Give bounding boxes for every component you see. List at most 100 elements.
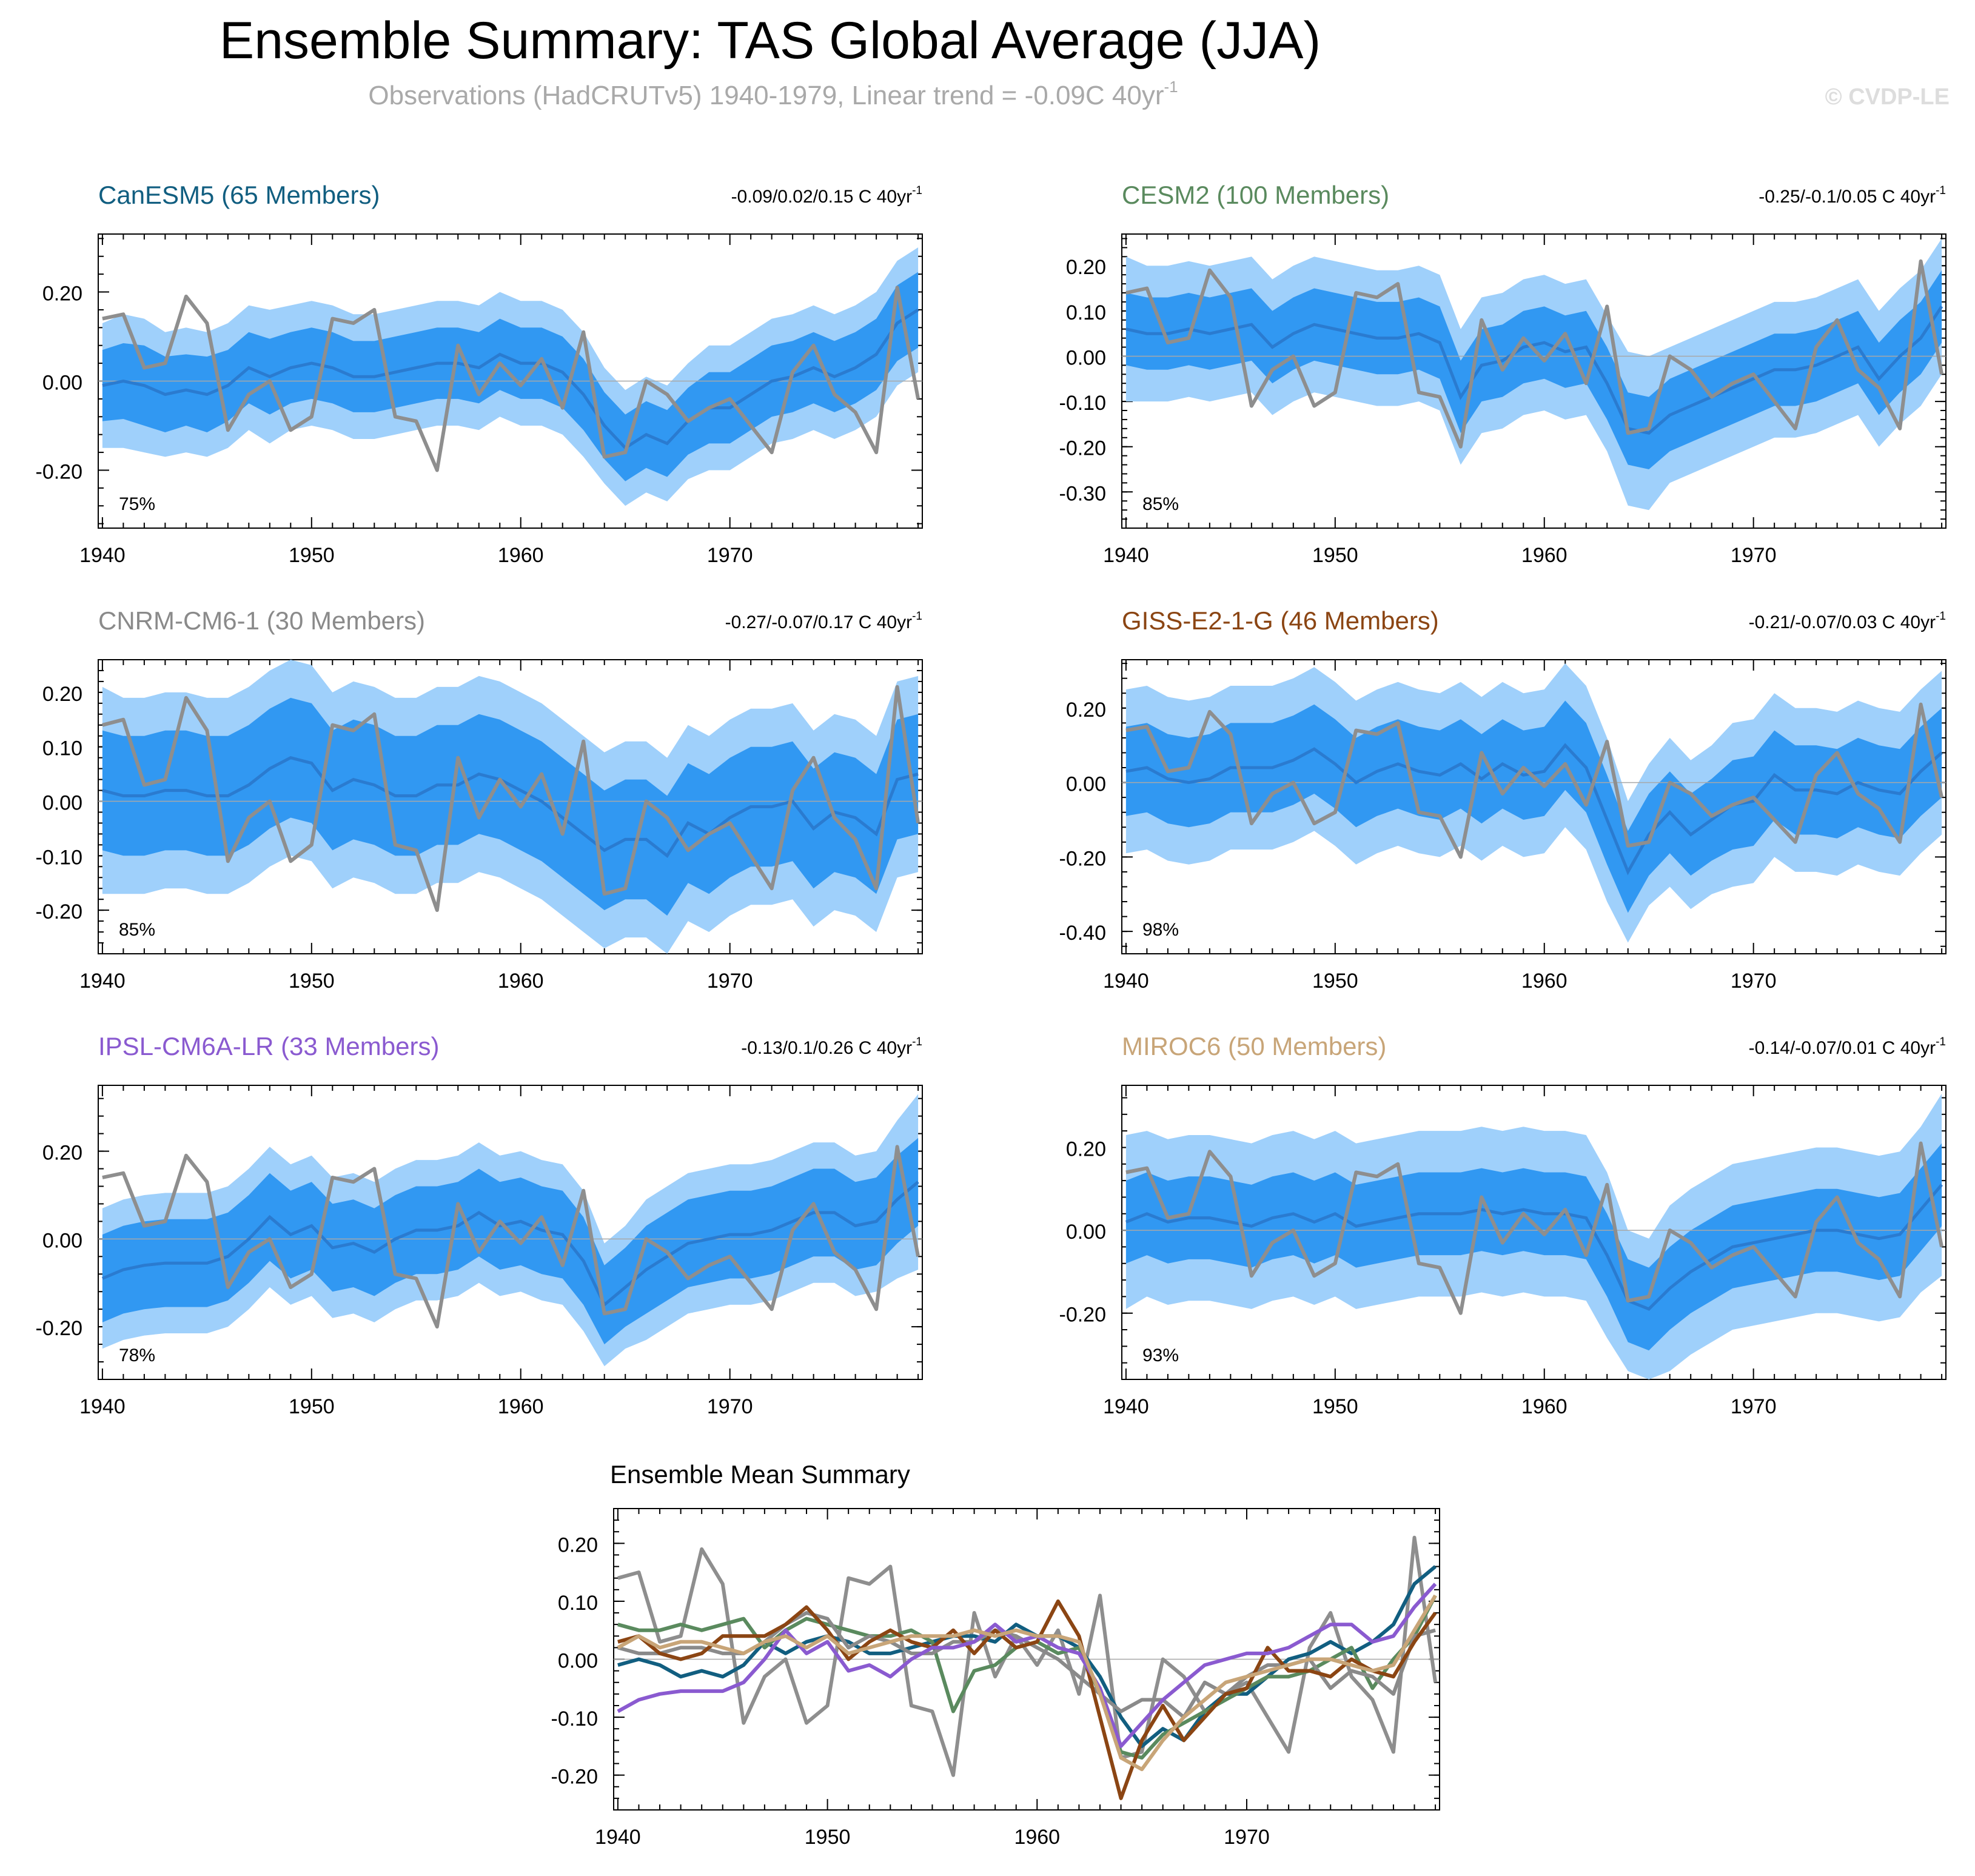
y-tick-label: -0.20: [1059, 1304, 1107, 1327]
panel-percent-label: 78%: [119, 1345, 155, 1365]
ensemble-iqr-band: [1125, 700, 1942, 913]
figure-subtitle: Observations (HadCRUTv5) 1940-1979, Line…: [368, 78, 1178, 110]
ensemble-iqr-band: [1125, 270, 1942, 469]
summary-title: Ensemble Mean Summary: [610, 1460, 910, 1489]
panel-trend-label: -0.13/0.1/0.26 C 40yr-1: [741, 1036, 922, 1058]
y-tick-label: -0.20: [1059, 847, 1107, 870]
plot-frame: [1121, 233, 1946, 529]
x-tick-label: 1940: [79, 970, 126, 993]
x-tick-label: 1970: [707, 1395, 753, 1418]
y-tick-label: -0.10: [1059, 392, 1107, 415]
ensemble-mean-line: [101, 1181, 919, 1307]
x-tick-label: 1960: [498, 970, 544, 993]
y-tick-label: 0.10: [1066, 301, 1106, 324]
observations-line: [102, 286, 920, 472]
summary-panel: 1940 1950 1960 1970 -0.20 -0.10 0.00 0.10 0.20 En…: [551, 1460, 1440, 1849]
panel-percent-label: 75%: [119, 494, 155, 514]
ensemble-iqr-band: [102, 1137, 919, 1345]
y-tick-label: 0.20: [558, 1533, 598, 1556]
y-tick-label: -0.20: [551, 1766, 599, 1789]
summary-line-giss-e2-1-g: [617, 1599, 1437, 1800]
panel-trend-sup: -1: [912, 184, 922, 197]
panel-data: [1122, 663, 1946, 943]
summary-observations-line: [617, 1535, 1438, 1777]
x-tick-label: 1940: [1103, 1395, 1149, 1418]
y-tick-label: 0.00: [1066, 773, 1106, 796]
y-tick-label: 0.20: [42, 283, 82, 306]
panel-canesm5: 1940 1950 1960 1970 -0.20 0.00 0.20 CanESM5 (65…: [36, 181, 923, 567]
panel-trend-label: -0.09/0.02/0.15 C 40yr-1: [731, 184, 922, 207]
observations-line: [1125, 1141, 1944, 1315]
ensemble-iqr-band: [102, 697, 919, 916]
panel-trend-text: -0.14/-0.07/0.01 C 40yr: [1749, 1038, 1936, 1058]
summary-line-ipsl-cm6a-lr: [617, 1583, 1437, 1748]
panel-trend-sup: -1: [912, 610, 922, 623]
x-tick-label: 1960: [1014, 1826, 1060, 1849]
panel-giss-e2-1-g: 1940 1950 1960 1970 -0.40 -0.20 0.00 0.20 GISS-E…: [1059, 606, 1946, 993]
panel-trend-sup: -1: [1936, 184, 1946, 197]
panel-title: CNRM-CM6-1 (30 Members): [98, 606, 425, 635]
x-tick-label: 1950: [805, 1826, 851, 1849]
y-tick-label: 0.00: [42, 372, 82, 395]
x-tick-label: 1960: [1521, 970, 1568, 993]
summary-line-cesm2: [617, 1595, 1437, 1760]
observations-line: [1125, 259, 1944, 449]
y-tick-label: -0.30: [1059, 482, 1107, 505]
panel-cesm2: 1940 1950 1960 1970 -0.30 -0.20 -0.10 0.00 0.10 0…: [1059, 181, 1946, 567]
plot-frame: [1121, 1085, 1946, 1380]
x-tick-label: 1970: [707, 544, 753, 567]
x-tick-label: 1950: [1312, 1395, 1358, 1418]
panel-cnrm-cm6-1: 1940 1950 1960 1970 -0.20 -0.10 0.00 0.10 0.20 CN…: [36, 606, 923, 993]
ensemble-mean-line: [102, 756, 919, 858]
y-tick-label: 0.00: [42, 792, 82, 815]
figure-subtitle-text: Observations (HadCRUTv5) 1940-1979, Line…: [368, 81, 1164, 110]
x-tick-label: 1970: [1224, 1826, 1270, 1849]
panels-group: 1940 1950 1960 1970 -0.20 0.00 0.20 CanESM5 (65…: [36, 181, 1946, 1418]
panel-title: CESM2 (100 Members): [1122, 181, 1389, 209]
y-tick-label: -0.10: [551, 1707, 599, 1730]
summary-line-canesm5: [617, 1565, 1437, 1748]
panel-miroc6: 1940 1950 1960 1970 -0.20 0.00 0.20 MIROC6 (50 …: [1059, 1032, 1946, 1418]
x-tick-label: 1950: [1312, 544, 1358, 567]
y-tick-label: -0.20: [36, 460, 83, 483]
x-tick-label: 1970: [1731, 1395, 1777, 1418]
panel-trend-label: -0.27/-0.07/0.17 C 40yr-1: [725, 610, 922, 632]
panel-title: CanESM5 (65 Members): [98, 181, 380, 209]
panel-trend-text: -0.25/-0.1/0.05 C 40yr: [1759, 187, 1936, 207]
y-tick-label: -0.40: [1059, 922, 1107, 945]
panel-trend-text: -0.09/0.02/0.15 C 40yr: [731, 187, 913, 207]
x-tick-label: 1960: [498, 544, 544, 567]
panel-percent-label: 93%: [1142, 1345, 1179, 1365]
x-tick-label: 1940: [1103, 970, 1149, 993]
x-tick-label: 1960: [1521, 544, 1568, 567]
y-tick-label: 0.10: [558, 1592, 598, 1615]
summary-line-miroc6: [617, 1594, 1437, 1772]
x-tick-label: 1950: [289, 970, 335, 993]
observations-line: [102, 685, 920, 913]
observations-line: [102, 1145, 920, 1329]
x-tick-label: 1960: [1521, 1395, 1568, 1418]
panel-trend-sup: -1: [912, 1036, 922, 1048]
panel-data: [98, 660, 922, 954]
ensemble-iqr-band: [1125, 1143, 1942, 1351]
y-tick-label: 0.20: [42, 683, 82, 706]
observations-line: [1125, 702, 1944, 859]
panel-data: [1122, 238, 1946, 511]
panel-trend-text: -0.21/-0.07/0.03 C 40yr: [1749, 612, 1936, 632]
plot-frame: [98, 1085, 923, 1380]
panel-percent-label: 85%: [1142, 494, 1179, 514]
panel-title: GISS-E2-1-G (46 Members): [1122, 606, 1439, 635]
panel-data: [98, 247, 922, 506]
x-tick-label: 1960: [498, 1395, 544, 1418]
x-tick-label: 1950: [1312, 970, 1358, 993]
panel-percent-label: 85%: [119, 920, 155, 940]
panel-trend-label: -0.25/-0.1/0.05 C 40yr-1: [1759, 184, 1946, 207]
x-tick-label: 1940: [79, 1395, 126, 1418]
panel-title: MIROC6 (50 Members): [1122, 1032, 1386, 1060]
panel-trend-label: -0.21/-0.07/0.03 C 40yr-1: [1749, 610, 1946, 632]
watermark: © CVDP-LE: [1825, 84, 1950, 110]
plot-frame: [1121, 659, 1946, 954]
panel-trend-text: -0.27/-0.07/0.17 C 40yr: [725, 612, 913, 632]
x-tick-label: 1940: [1103, 544, 1149, 567]
panel-title: IPSL-CM6A-LR (33 Members): [98, 1032, 439, 1060]
